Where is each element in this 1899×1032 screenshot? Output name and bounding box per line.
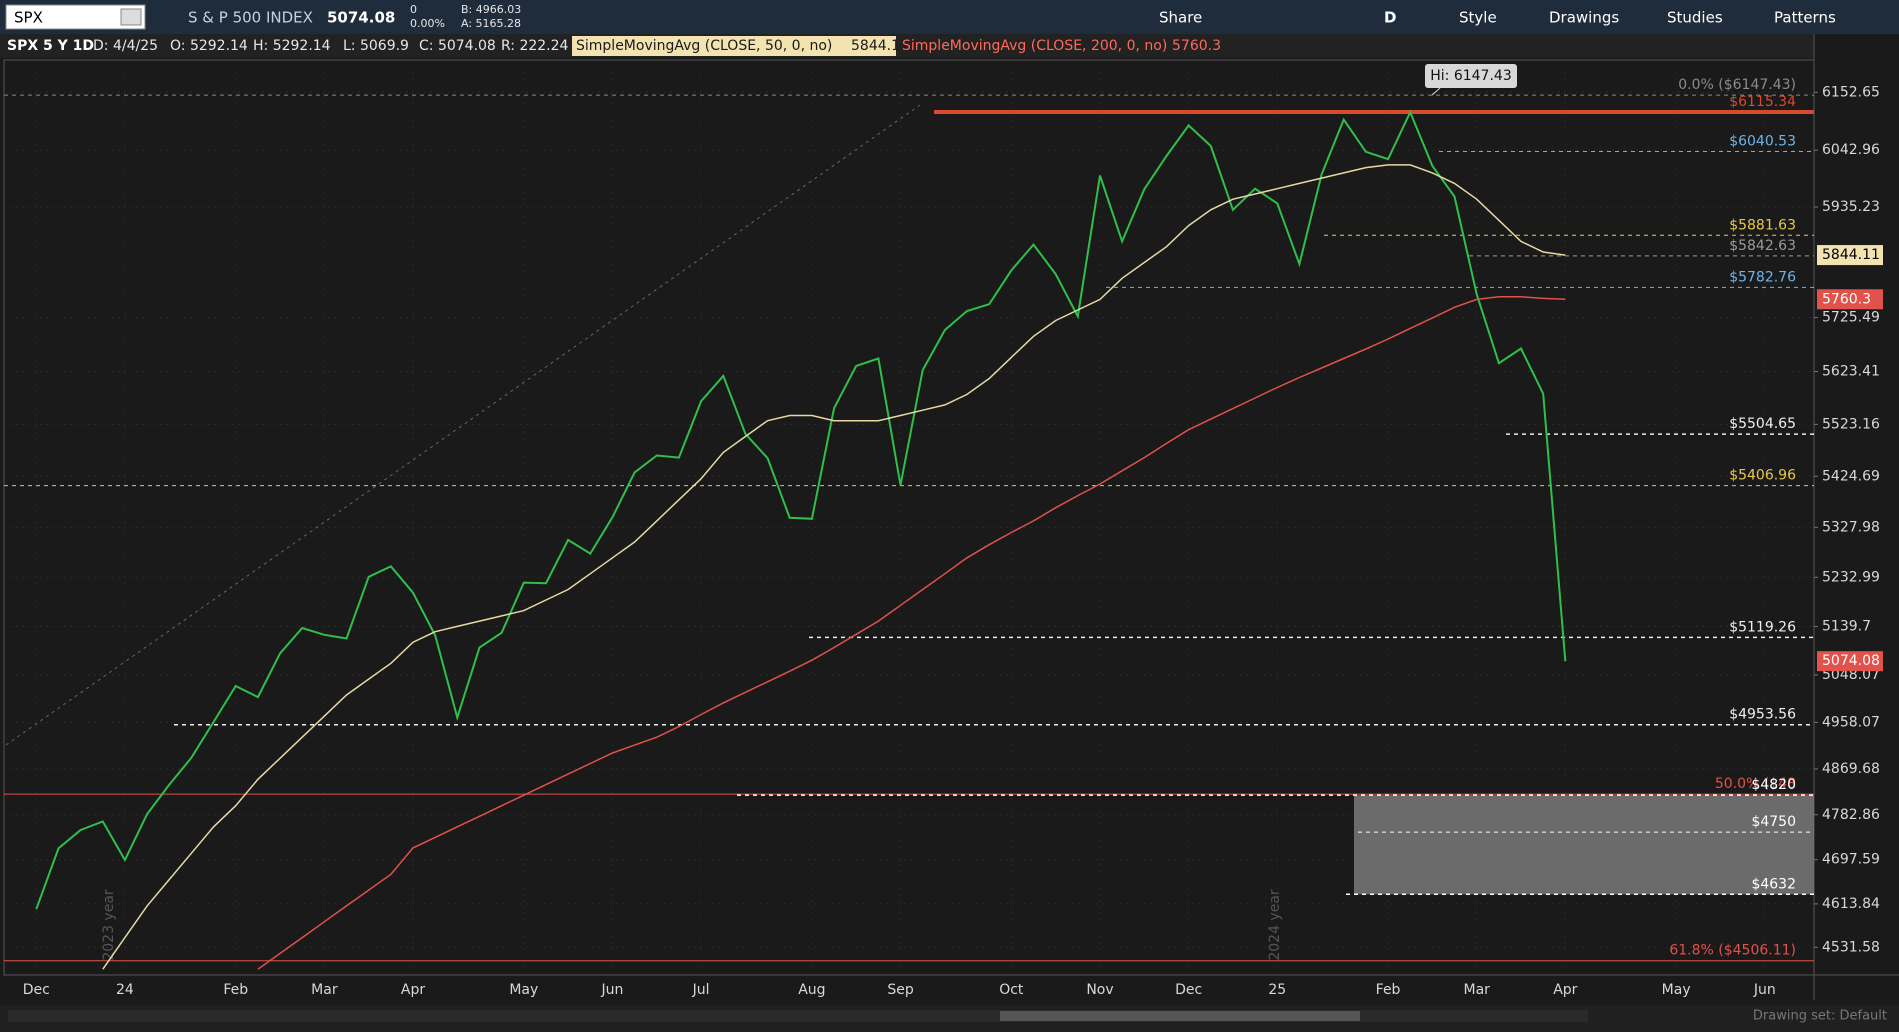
price-tag-label: 5760.3 [1822,291,1871,307]
level-label: $5881.63 [1729,217,1796,233]
level-label: $6040.53 [1729,133,1796,149]
x-tick-label: Feb [1376,982,1401,998]
symbol-dropdown[interactable] [120,8,142,26]
y-tick-label: 4782.86 [1822,807,1880,823]
toolbar [0,0,1899,34]
price-tag-label: 5074.08 [1822,653,1880,669]
sma50-name: SimpleMovingAvg (CLOSE, 50, 0, no) [576,38,832,54]
price-tag [1817,245,1883,266]
y-tick-label: 4958.07 [1822,714,1880,730]
level-label: $5406.96 [1729,468,1796,484]
x-tick-label: Dec [1175,982,1202,998]
x-tick-label: Nov [1086,982,1113,998]
style-button[interactable]: Style [1459,9,1497,27]
drawings-button[interactable]: Drawings [1549,9,1619,27]
x-tick-label: Sep [887,982,914,998]
x-tick-label: Jun [1753,982,1776,998]
info-high: H: 5292.14 [253,38,331,54]
x-tick-label: Feb [223,982,248,998]
change-pct: 0.00% [410,17,445,30]
info-open: O: 5292.14 [170,38,248,54]
level-label: 0.0% ($6147.43) [1678,77,1796,93]
level-label: $5119.26 [1729,619,1796,635]
level-label: $4953.56 [1729,707,1796,723]
y-tick-label: 5523.16 [1822,416,1880,432]
y-tick-label: 5935.23 [1822,199,1880,215]
y-tick-label: 6152.65 [1822,84,1880,100]
y-tick-label: 6042.96 [1822,142,1880,158]
sma50-value: 5844.11 [851,38,909,54]
drawing-set: Drawing set: Default [1753,1009,1887,1024]
x-tick-label: May [509,982,538,998]
change: 0 [410,3,417,16]
sma50-legend-bg [572,36,896,56]
chart: 6152.65 6042.96 5935.23 5725.49 5623.41 5523.… [4,60,1883,998]
year-watermark: 2024 year [1267,889,1283,961]
zone-box [1354,795,1814,895]
x-tick-label: Apr [1553,982,1577,998]
level-label: $4632 [1751,876,1796,892]
info-close: C: 5074.08 [419,38,496,54]
info-low: L: 5069.9 [343,38,409,54]
price-line [35,109,1567,910]
symbol: SPX [14,9,43,27]
level-label: $5782.76 [1729,269,1796,285]
share-button[interactable]: Share [1159,9,1202,27]
patterns-button[interactable]: Patterns [1774,9,1836,27]
y-tick-label: 5327.98 [1822,519,1880,535]
x-tick-label: 25 [1268,982,1286,998]
level-label: $4820 [1751,777,1796,793]
x-tick-label: Mar [1463,982,1490,998]
studies-button[interactable]: Studies [1667,9,1723,27]
y-tick-label: 4613.84 [1822,896,1880,912]
y-tick-label: 5725.49 [1822,310,1880,326]
y-tick-label: 4697.59 [1822,852,1880,868]
y-tick-label: 5232.99 [1822,569,1880,585]
y-tick-label: 5139.7 [1822,619,1871,635]
x-tick-label: May [1662,982,1691,998]
x-tick-label: Apr [401,982,425,998]
annotation-label: Hi: 6147.43 [1430,68,1511,84]
period-button[interactable]: D [1384,9,1396,27]
price-tag [1817,289,1883,310]
info-range: R: 222.24 [501,38,569,54]
level-label: $4750 [1751,814,1796,830]
x-tick-label: 24 [116,982,134,998]
description: S & P 500 INDEX [188,9,313,27]
info-bar [0,34,1814,58]
y-tick-label: 5623.41 [1822,363,1880,379]
level-label: 61.8% ($4506.11) [1669,943,1796,959]
level-label: $5842.63 [1729,238,1796,254]
bid: B: 4966.03 [461,3,521,16]
ask: A: 5165.28 [461,17,521,30]
level-label: $5504.65 [1729,416,1796,432]
level-label: $6115.34 [1729,94,1796,110]
x-tick-label: Mar [311,982,338,998]
y-tick-label: 4531.58 [1822,939,1880,955]
x-tick-label: Dec [23,982,50,998]
info-date: D: 4/4/25 [93,38,158,54]
moving-average [257,296,1566,970]
x-tick-label: Oct [999,982,1024,998]
price-tag-label: 5844.11 [1822,247,1880,263]
x-tick-label: Aug [798,982,825,998]
price-tag [1817,651,1883,672]
year-watermark: 2023 year [101,889,117,961]
moving-average [102,164,1566,970]
level-label: 50.0% ($48 [1715,776,1796,792]
scrollbar-thumb[interactable] [1000,1011,1360,1021]
sma200-value: 5760.3 [1172,38,1221,54]
y-tick-label: 4869.68 [1822,761,1880,777]
x-tick-label: Jul [692,982,710,998]
chart-label: SPX 5 Y 1D [7,38,94,54]
y-tick-label: 5424.69 [1822,468,1880,484]
sma200-name: SimpleMovingAvg (CLOSE, 200, 0, no) [902,38,1167,54]
annotation-pointer [1431,87,1441,96]
x-tick-label: Jun [601,982,624,998]
annotation-box [1425,64,1517,88]
last-price: 5074.08 [327,9,395,27]
